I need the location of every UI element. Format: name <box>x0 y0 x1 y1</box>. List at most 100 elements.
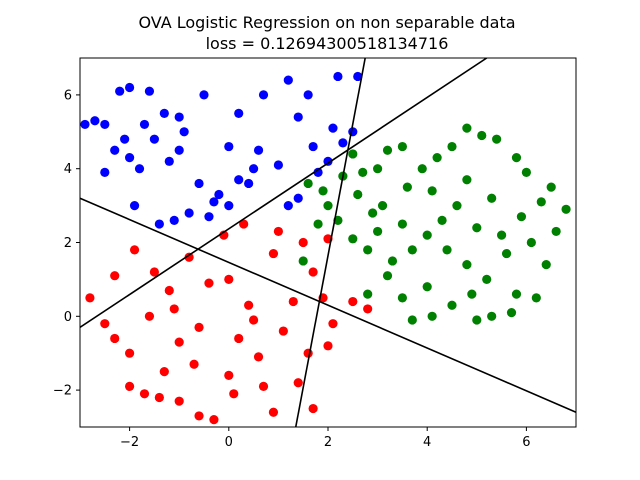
green-point <box>373 226 383 237</box>
y-tick-label: 4 <box>64 162 72 177</box>
red-point <box>85 293 95 303</box>
blue-point <box>249 164 259 174</box>
red-point <box>268 248 279 259</box>
green-point <box>397 219 407 229</box>
green-point <box>402 182 412 192</box>
x-tick-label: 0 <box>225 435 233 450</box>
blue-point <box>125 82 135 93</box>
red-point <box>174 396 184 406</box>
x-axis: −2 0 2 4 6 <box>120 427 531 450</box>
blue-point <box>184 208 194 218</box>
green-point <box>422 230 432 240</box>
blue-point <box>244 178 254 189</box>
green-point <box>511 289 522 299</box>
green-point <box>298 256 308 266</box>
green-point <box>368 208 378 218</box>
red-point <box>363 304 373 314</box>
red-point <box>169 304 179 314</box>
x-tick-label: 6 <box>522 435 530 450</box>
green-point <box>511 153 522 163</box>
blue-point <box>139 119 150 130</box>
green-point <box>462 260 472 270</box>
red-point <box>209 415 219 425</box>
green-point <box>358 167 368 177</box>
red-point <box>204 278 214 288</box>
red-point <box>288 296 298 307</box>
y-tick-label: 6 <box>64 88 72 103</box>
green-point <box>407 245 417 255</box>
green-point <box>487 311 497 321</box>
blue-point <box>179 127 189 137</box>
blue-point <box>110 145 120 155</box>
blue-point <box>224 201 234 211</box>
blue-point <box>224 141 234 152</box>
chart-subtitle: loss = 0.12694300518134716 <box>206 34 449 53</box>
green-point <box>442 245 452 255</box>
red-point <box>100 319 110 329</box>
green-point <box>422 282 432 292</box>
green-point <box>363 245 373 255</box>
red-point <box>139 389 150 399</box>
green-point <box>526 237 536 248</box>
red-point <box>184 252 194 262</box>
blue-point <box>125 153 135 163</box>
blue-point <box>293 193 303 203</box>
green-point <box>303 178 313 189</box>
red-point <box>164 285 174 296</box>
blue-point <box>333 71 343 82</box>
red-point <box>308 267 318 277</box>
green-point <box>531 293 541 303</box>
green-point <box>477 130 487 141</box>
green-point <box>397 141 407 152</box>
green-point <box>323 201 333 211</box>
green-point <box>487 193 497 203</box>
red-point <box>125 381 135 392</box>
green-point <box>541 260 551 270</box>
green-point <box>497 230 507 240</box>
red-point <box>258 381 269 392</box>
red-point <box>149 267 159 277</box>
blue-point <box>115 86 125 96</box>
blue-point <box>100 167 110 177</box>
decision-boundary-3 <box>80 197 576 413</box>
blue-point <box>323 156 333 166</box>
red-point <box>144 311 155 321</box>
green-point <box>377 201 388 211</box>
green-point <box>501 248 512 259</box>
blue-point <box>303 90 313 100</box>
y-axis: −2 0 2 4 6 <box>53 88 80 399</box>
red-point <box>224 274 234 284</box>
blue-point <box>159 108 169 118</box>
red-point <box>129 245 140 255</box>
blue-point <box>348 127 358 137</box>
red-point <box>234 333 244 344</box>
red-point <box>194 411 204 421</box>
blue-point <box>283 201 293 211</box>
red-point <box>159 367 169 377</box>
green-point <box>313 219 323 229</box>
blue-point <box>149 134 159 144</box>
red-point <box>273 226 283 237</box>
blue-point <box>80 119 90 130</box>
x-tick-label: 4 <box>423 435 431 450</box>
green-point <box>348 149 358 159</box>
y-tick-label: 0 <box>64 310 72 325</box>
decision-lines <box>80 58 576 427</box>
green-point <box>373 164 383 174</box>
green-point <box>472 223 482 233</box>
red-point <box>249 315 259 325</box>
blue-point <box>328 123 338 133</box>
blue-point <box>100 119 110 130</box>
green-point <box>506 308 517 318</box>
green-point <box>382 145 393 155</box>
green-point <box>546 182 556 192</box>
red-point <box>125 348 135 358</box>
green-point <box>363 289 373 299</box>
green-point <box>382 271 393 281</box>
green-point <box>437 215 447 225</box>
blue-point <box>283 75 293 85</box>
red-point <box>253 352 264 362</box>
green-point <box>536 197 546 207</box>
red-point <box>278 326 288 336</box>
